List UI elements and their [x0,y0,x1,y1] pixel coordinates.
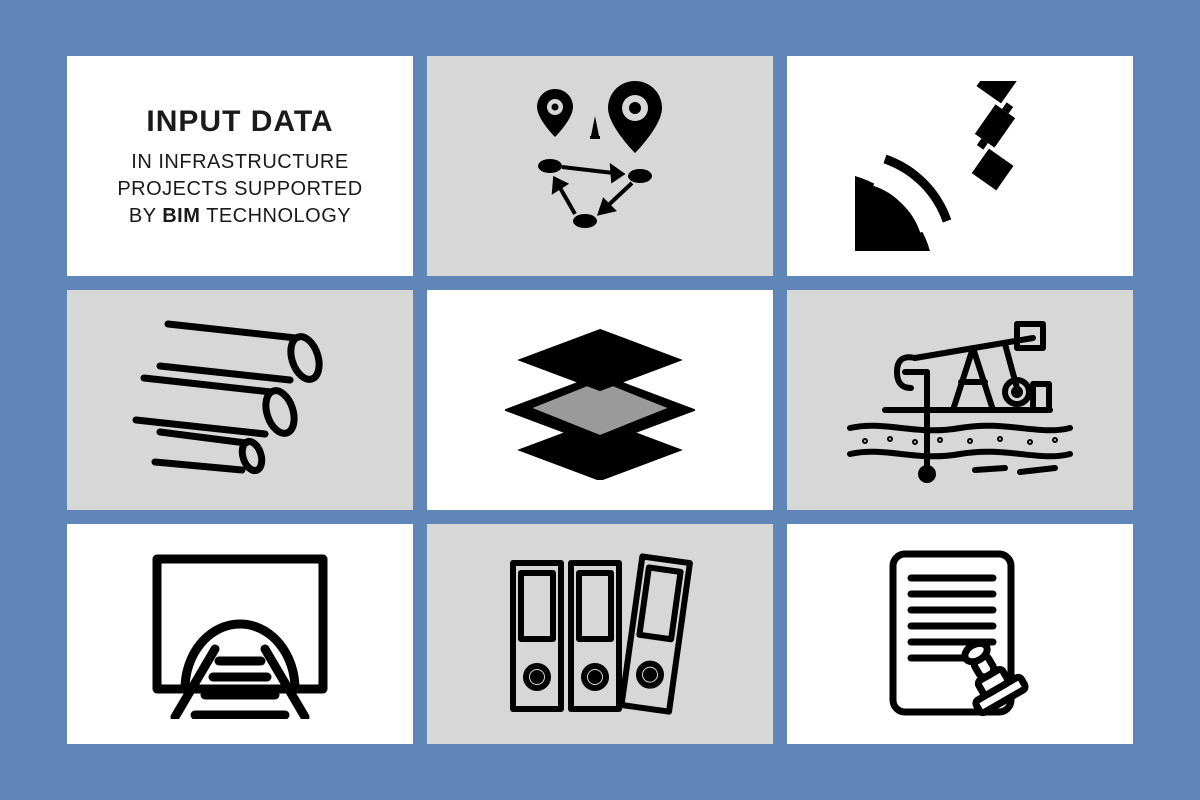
infographic-grid: INPUT DATA IN INFRASTRUCTURE PROJECTS SU… [67,56,1133,744]
title-sub-line3-post: TECHNOLOGY [200,205,351,227]
cell-title: INPUT DATA IN INFRASTRUCTURE PROJECTS SU… [67,56,413,276]
cell-layers [427,290,773,510]
cell-survey-points [427,56,773,276]
oil-pump-geology-icon [845,310,1075,490]
cell-binders [427,524,773,744]
binders-icon [495,549,705,719]
stamped-document-icon [875,544,1045,724]
cell-pipes [67,290,413,510]
layers-icon [505,320,695,480]
cell-tunnel [67,524,413,744]
title-sub: IN INFRASTRUCTURE PROJECTS SUPPORTED BY … [117,149,362,230]
survey-points-icon [500,81,700,251]
cell-stamped-document [787,524,1133,744]
tunnel-rail-icon [145,549,335,719]
satellite-icon [855,81,1065,251]
title-sub-line3-pre: BY [129,205,162,227]
title-main: INPUT DATA [146,102,333,143]
pipes-icon [130,320,350,480]
cell-geology [787,290,1133,510]
title-sub-line3-bold: BIM [162,205,200,227]
title-sub-line2: PROJECTS SUPPORTED [117,178,362,200]
title-sub-line1: IN INFRASTRUCTURE [131,151,348,173]
cell-satellite [787,56,1133,276]
